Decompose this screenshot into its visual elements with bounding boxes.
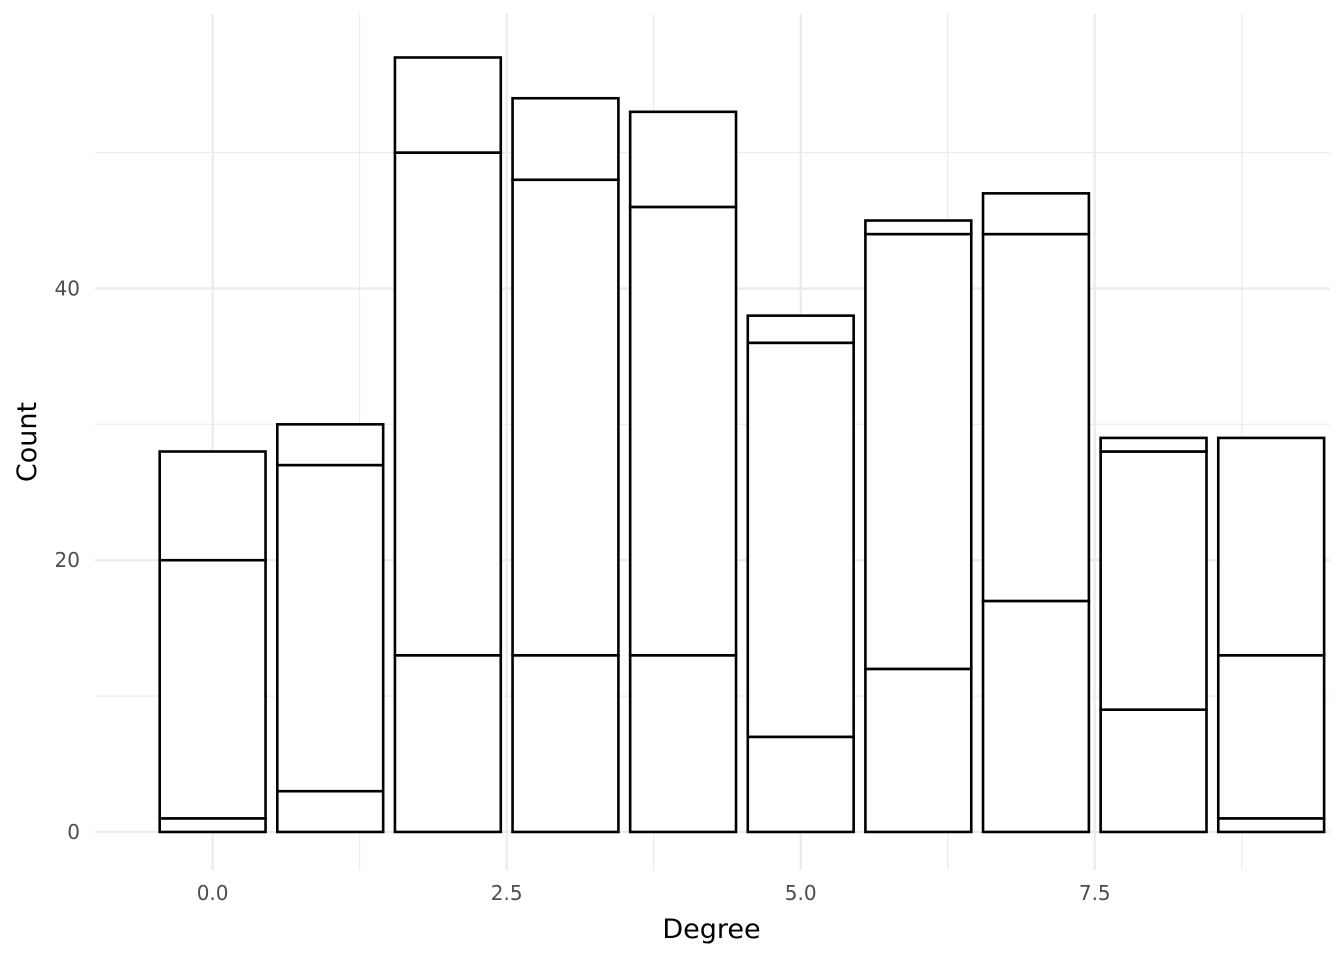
bar-segment-8-layer-2: [1099, 450, 1208, 711]
x-axis-title: Degree: [662, 914, 760, 945]
bar-segment-6-layer-3: [864, 219, 973, 236]
bar-segment-6-layer-2: [864, 232, 973, 671]
bar-segment-6-layer-1: [864, 667, 973, 834]
x-axis-ticks: 0.0 2.5 5.0 7.5: [197, 881, 1111, 905]
bar-segment-8-layer-1: [1099, 708, 1208, 834]
bar-segment-9-layer-3: [1216, 436, 1326, 657]
y-axis-ticks: 0 20 40: [55, 276, 80, 843]
x-tick-label: 2.5: [491, 881, 523, 905]
bar-segment-4-layer-2: [628, 205, 738, 657]
bar-segment-7-layer-3: [981, 192, 1091, 236]
y-tick-label: 20: [55, 548, 80, 572]
bar-segment-4-layer-1: [628, 654, 738, 834]
bar-segment-4-layer-3: [628, 110, 738, 209]
x-tick-label: 7.5: [1079, 881, 1111, 905]
bar-segment-7-layer-2: [981, 232, 1091, 603]
y-tick-label: 40: [55, 276, 80, 300]
bars: [158, 56, 1326, 834]
bar-segment-3-layer-3: [511, 96, 620, 182]
bar-segment-1-layer-3: [276, 423, 385, 467]
y-tick-label: 0: [67, 820, 80, 844]
bar-segment-1-layer-1: [276, 789, 385, 834]
x-tick-label: 5.0: [785, 881, 817, 905]
bar-segment-2-layer-2: [393, 151, 503, 657]
bar-segment-9-layer-2: [1216, 654, 1326, 820]
bar-segment-0-layer-2: [158, 558, 267, 820]
bar-segment-0-layer-1: [158, 817, 267, 834]
bar-segment-1-layer-2: [276, 463, 385, 793]
bar-segment-5-layer-1: [746, 735, 855, 834]
bar-segment-9-layer-1: [1216, 817, 1326, 834]
bar-segment-5-layer-2: [746, 341, 855, 739]
bar-segment-3-layer-1: [511, 654, 620, 834]
y-axis-title: Count: [12, 402, 43, 482]
bar-segment-7-layer-1: [981, 599, 1091, 834]
bar-segment-0-layer-3: [158, 450, 267, 562]
bar-segment-8-layer-3: [1099, 436, 1208, 453]
bar-segment-3-layer-2: [511, 178, 620, 657]
x-tick-label: 0.0: [197, 881, 229, 905]
bar-segment-2-layer-3: [393, 56, 503, 154]
bar-segment-2-layer-1: [393, 654, 503, 834]
bar-segment-5-layer-3: [746, 314, 855, 345]
